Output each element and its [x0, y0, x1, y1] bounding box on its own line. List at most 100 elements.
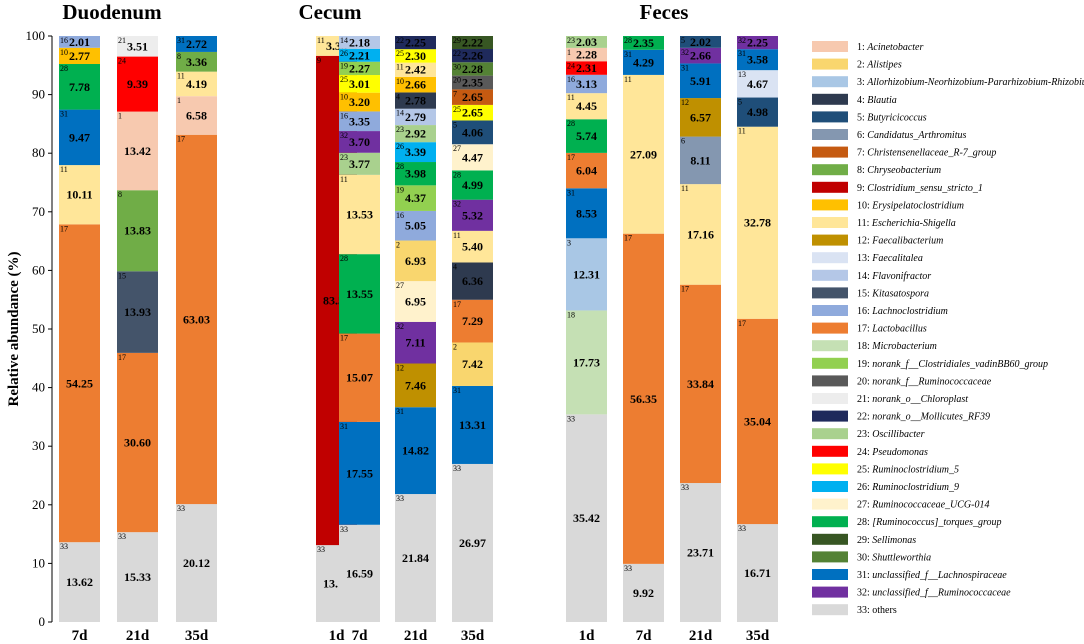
bar-feces-35d: 16.71 33 35.04 17 32.78 114.98 5 4.67133.58312.… — [737, 36, 778, 644]
legend-swatch — [812, 463, 848, 475]
segment-value-label: 6.36 — [462, 274, 483, 288]
legend-swatch — [812, 516, 848, 528]
legend-prefix: 29: — [857, 535, 872, 546]
segment-value-label: 7.46 — [405, 378, 426, 392]
legend-item: 31: unclassified_f__Lachnospiraceae — [812, 569, 1007, 581]
bar-segment — [176, 504, 217, 622]
legend-swatch — [812, 287, 848, 299]
legend-label: 23: Oscillibacter — [857, 429, 925, 440]
segment-value-label: 63.03 — [183, 312, 210, 326]
segment-value-label: 3.77 — [349, 157, 370, 171]
legend-swatch — [812, 217, 848, 228]
bar-segment — [680, 284, 721, 484]
legend-label: 17: Lactobacillus — [857, 324, 927, 335]
segment-value-label: 2.27 — [349, 61, 370, 75]
bar-segment — [737, 318, 778, 525]
bar-segment — [117, 36, 158, 57]
legend-swatch — [812, 199, 848, 211]
legend-name: Clostridium_sensu_stricto_1 — [867, 183, 983, 194]
legend-swatch — [812, 305, 848, 316]
legend-item: 6: Candidatus_Arthromitus — [812, 129, 966, 141]
legend-rank-prefix: norank_o__ — [872, 412, 921, 423]
bar-segment — [680, 98, 721, 137]
legend-name: Faecalitalea — [871, 253, 923, 264]
segment-value-label: 17.55 — [346, 466, 373, 480]
segment-value-label: 2.03 — [576, 35, 597, 49]
segment-taxon-id: 14 — [340, 36, 348, 45]
legend-swatch — [812, 551, 848, 563]
segment-value-label: 33.84 — [687, 377, 714, 391]
bar-segment — [395, 363, 436, 408]
segment-taxon-id: 10 — [60, 48, 68, 57]
bar-segment — [452, 104, 493, 121]
bar-segment — [117, 56, 158, 112]
legend-swatch — [812, 445, 848, 457]
segment-value-label: 23.71 — [687, 546, 714, 560]
bar-segment — [339, 254, 380, 334]
legend-label: 28: [Ruminococcus]_torques_group — [857, 517, 1002, 528]
legend-name: Faecalibacterium — [871, 236, 943, 247]
legend-prefix: 6: — [857, 130, 867, 141]
segment-taxon-id: 17 — [118, 353, 126, 362]
bar-segment — [566, 152, 607, 189]
segment-taxon-id: 25 — [453, 105, 461, 114]
x-axis-label: 7d — [352, 628, 369, 644]
bar-segment — [680, 136, 721, 185]
legend-name: Ruminoclostridium_9 — [871, 482, 959, 493]
legend-swatch — [812, 340, 848, 352]
legend-prefix: 20: — [857, 376, 872, 387]
bar-segment — [59, 224, 100, 543]
segment-value-label: 4.67 — [747, 77, 768, 91]
legend-prefix: 16: — [857, 306, 872, 317]
segment-taxon-id: 31 — [396, 407, 404, 416]
group-title: Cecum — [299, 0, 362, 24]
legend-label: 5: Butyricicoccus — [857, 112, 927, 123]
bar-segment — [339, 421, 380, 525]
segment-value-label: 3.39 — [405, 145, 426, 159]
segment-value-label: 13.83 — [124, 224, 151, 238]
segment-taxon-id: 17 — [681, 285, 689, 294]
segment-value-label: 2.42 — [405, 63, 426, 77]
segment-taxon-id: 33 — [738, 524, 746, 533]
bar-segment — [395, 125, 436, 143]
legend-label: 1: Acinetobacter — [857, 42, 923, 53]
segment-taxon-id: 11 — [624, 75, 632, 84]
segment-taxon-id: 26 — [340, 49, 348, 58]
segment-value-label: 21.84 — [402, 551, 429, 565]
legend-item: 8: Chryseobacterium — [812, 164, 941, 176]
segment-taxon-id: 16 — [340, 111, 348, 120]
segment-value-label: 4.19 — [186, 77, 207, 91]
bar-segment — [566, 93, 607, 120]
segment-taxon-id: 33 — [567, 414, 575, 423]
legend-prefix: 17: — [857, 324, 872, 335]
y-tick-label: 40 — [32, 380, 45, 395]
y-tick-label: 80 — [32, 145, 45, 160]
bar-segment — [737, 97, 778, 127]
legend-item: 10: Erysipelatoclostridium — [812, 199, 964, 211]
bar-segment — [59, 36, 100, 48]
segment-taxon-id: 10 — [340, 93, 348, 102]
bar-segment — [395, 240, 436, 282]
segment-taxon-id: 28 — [624, 36, 632, 45]
segment-taxon-id: 32 — [340, 131, 348, 140]
x-axis-label: 35d — [461, 628, 485, 644]
segment-value-label: 13.55 — [346, 287, 373, 301]
bar-segment — [395, 162, 436, 186]
segment-value-label: 12.31 — [573, 267, 600, 281]
segment-taxon-id: 17 — [567, 153, 575, 162]
bar-segment — [395, 494, 436, 622]
bar-segment — [339, 333, 380, 422]
bar-segment — [452, 299, 493, 343]
segment-value-label: 2.78 — [405, 94, 426, 108]
segment-value-label: 9.39 — [127, 77, 148, 91]
bar-segment — [452, 89, 493, 105]
legend-item: 32: unclassified_f__Ruminococcaceae — [812, 586, 1011, 599]
legend-label: 20: norank_f__Ruminococcaceae — [857, 376, 992, 387]
legend-name: Escherichia-Shigella — [871, 218, 956, 229]
legend-label: 29: Sellimonas — [857, 535, 916, 546]
legend-prefix: 4: — [857, 95, 867, 106]
legend-name: Microbacterium — [871, 341, 937, 352]
segment-value-label: 2.35 — [633, 36, 654, 50]
group-title: Feces — [640, 0, 689, 24]
